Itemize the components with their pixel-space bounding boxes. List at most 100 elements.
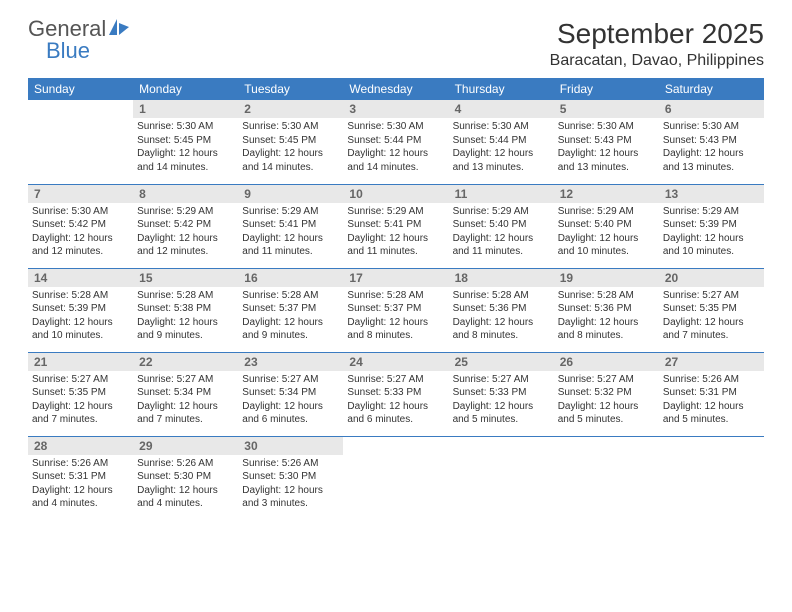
day-number: 1 (133, 100, 238, 118)
brand-logo: General Blue (28, 18, 130, 62)
daylight-text: Daylight: 12 hours and 7 minutes. (663, 316, 760, 343)
daylight-text: Daylight: 12 hours and 6 minutes. (242, 400, 339, 427)
day-header: Tuesday (238, 78, 343, 100)
day-number: 18 (449, 269, 554, 287)
day-details: Sunrise: 5:27 AMSunset: 5:34 PMDaylight:… (238, 371, 343, 431)
day-details: Sunrise: 5:29 AMSunset: 5:39 PMDaylight:… (659, 203, 764, 263)
day-number: 30 (238, 437, 343, 455)
brand-word2: Blue (46, 40, 130, 62)
sunset-text: Sunset: 5:33 PM (453, 386, 550, 400)
day-header: Wednesday (343, 78, 448, 100)
daylight-text: Daylight: 12 hours and 14 minutes. (242, 147, 339, 174)
day-number: 26 (554, 353, 659, 371)
empty-cell (554, 436, 659, 520)
sunrise-text: Sunrise: 5:28 AM (558, 289, 655, 303)
daylight-text: Daylight: 12 hours and 4 minutes. (137, 484, 234, 511)
day-cell: 14Sunrise: 5:28 AMSunset: 5:39 PMDayligh… (28, 268, 133, 352)
day-details: Sunrise: 5:30 AMSunset: 5:42 PMDaylight:… (28, 203, 133, 263)
sunset-text: Sunset: 5:33 PM (347, 386, 444, 400)
day-number: 22 (133, 353, 238, 371)
sunset-text: Sunset: 5:36 PM (453, 302, 550, 316)
day-number: 14 (28, 269, 133, 287)
sunrise-text: Sunrise: 5:27 AM (32, 373, 129, 387)
sunset-text: Sunset: 5:34 PM (242, 386, 339, 400)
sunset-text: Sunset: 5:40 PM (558, 218, 655, 232)
sunrise-text: Sunrise: 5:30 AM (137, 120, 234, 134)
sunrise-text: Sunrise: 5:26 AM (137, 457, 234, 471)
sunrise-text: Sunrise: 5:28 AM (242, 289, 339, 303)
day-number: 17 (343, 269, 448, 287)
day-details: Sunrise: 5:27 AMSunset: 5:34 PMDaylight:… (133, 371, 238, 431)
day-details: Sunrise: 5:27 AMSunset: 5:33 PMDaylight:… (449, 371, 554, 431)
sunrise-text: Sunrise: 5:29 AM (663, 205, 760, 219)
sunset-text: Sunset: 5:44 PM (347, 134, 444, 148)
day-number: 4 (449, 100, 554, 118)
sunrise-text: Sunrise: 5:28 AM (453, 289, 550, 303)
day-number: 15 (133, 269, 238, 287)
day-cell: 19Sunrise: 5:28 AMSunset: 5:36 PMDayligh… (554, 268, 659, 352)
day-details: Sunrise: 5:30 AMSunset: 5:45 PMDaylight:… (238, 118, 343, 178)
day-cell: 28Sunrise: 5:26 AMSunset: 5:31 PMDayligh… (28, 436, 133, 520)
daylight-text: Daylight: 12 hours and 9 minutes. (242, 316, 339, 343)
daylight-text: Daylight: 12 hours and 13 minutes. (663, 147, 760, 174)
day-number: 20 (659, 269, 764, 287)
sunrise-text: Sunrise: 5:30 AM (242, 120, 339, 134)
day-header-row: SundayMondayTuesdayWednesdayThursdayFrid… (28, 78, 764, 100)
sunset-text: Sunset: 5:43 PM (663, 134, 760, 148)
calendar-week: 14Sunrise: 5:28 AMSunset: 5:39 PMDayligh… (28, 268, 764, 352)
sunrise-text: Sunrise: 5:29 AM (137, 205, 234, 219)
day-details: Sunrise: 5:30 AMSunset: 5:44 PMDaylight:… (449, 118, 554, 178)
sunrise-text: Sunrise: 5:30 AM (347, 120, 444, 134)
sunset-text: Sunset: 5:36 PM (558, 302, 655, 316)
day-cell: 11Sunrise: 5:29 AMSunset: 5:40 PMDayligh… (449, 184, 554, 268)
day-details: Sunrise: 5:28 AMSunset: 5:37 PMDaylight:… (343, 287, 448, 347)
empty-cell (343, 436, 448, 520)
sunset-text: Sunset: 5:30 PM (137, 470, 234, 484)
sunset-text: Sunset: 5:41 PM (242, 218, 339, 232)
day-details: Sunrise: 5:28 AMSunset: 5:36 PMDaylight:… (554, 287, 659, 347)
title-block: September 2025 Baracatan, Davao, Philipp… (550, 18, 764, 70)
sunset-text: Sunset: 5:37 PM (347, 302, 444, 316)
daylight-text: Daylight: 12 hours and 5 minutes. (663, 400, 760, 427)
header: General Blue September 2025 Baracatan, D… (28, 18, 764, 70)
sunset-text: Sunset: 5:42 PM (137, 218, 234, 232)
sail-icon (108, 18, 130, 40)
day-cell: 8Sunrise: 5:29 AMSunset: 5:42 PMDaylight… (133, 184, 238, 268)
day-details: Sunrise: 5:30 AMSunset: 5:43 PMDaylight:… (554, 118, 659, 178)
day-cell: 1Sunrise: 5:30 AMSunset: 5:45 PMDaylight… (133, 100, 238, 184)
day-number: 10 (343, 185, 448, 203)
day-cell: 2Sunrise: 5:30 AMSunset: 5:45 PMDaylight… (238, 100, 343, 184)
sunrise-text: Sunrise: 5:28 AM (137, 289, 234, 303)
day-number: 24 (343, 353, 448, 371)
day-details: Sunrise: 5:28 AMSunset: 5:39 PMDaylight:… (28, 287, 133, 347)
daylight-text: Daylight: 12 hours and 13 minutes. (558, 147, 655, 174)
sunset-text: Sunset: 5:40 PM (453, 218, 550, 232)
daylight-text: Daylight: 12 hours and 11 minutes. (347, 232, 444, 259)
day-number: 2 (238, 100, 343, 118)
day-details: Sunrise: 5:28 AMSunset: 5:38 PMDaylight:… (133, 287, 238, 347)
day-number: 23 (238, 353, 343, 371)
sunrise-text: Sunrise: 5:29 AM (453, 205, 550, 219)
daylight-text: Daylight: 12 hours and 5 minutes. (558, 400, 655, 427)
day-number: 28 (28, 437, 133, 455)
sunset-text: Sunset: 5:42 PM (32, 218, 129, 232)
day-details: Sunrise: 5:26 AMSunset: 5:31 PMDaylight:… (659, 371, 764, 431)
daylight-text: Daylight: 12 hours and 3 minutes. (242, 484, 339, 511)
brand-word1: General (28, 18, 106, 40)
day-details: Sunrise: 5:30 AMSunset: 5:44 PMDaylight:… (343, 118, 448, 178)
day-cell: 15Sunrise: 5:28 AMSunset: 5:38 PMDayligh… (133, 268, 238, 352)
day-number: 11 (449, 185, 554, 203)
day-details: Sunrise: 5:29 AMSunset: 5:41 PMDaylight:… (343, 203, 448, 263)
location: Baracatan, Davao, Philippines (550, 52, 764, 70)
day-cell: 21Sunrise: 5:27 AMSunset: 5:35 PMDayligh… (28, 352, 133, 436)
sunset-text: Sunset: 5:34 PM (137, 386, 234, 400)
day-cell: 30Sunrise: 5:26 AMSunset: 5:30 PMDayligh… (238, 436, 343, 520)
day-details: Sunrise: 5:29 AMSunset: 5:42 PMDaylight:… (133, 203, 238, 263)
day-number: 12 (554, 185, 659, 203)
daylight-text: Daylight: 12 hours and 6 minutes. (347, 400, 444, 427)
day-number: 29 (133, 437, 238, 455)
day-number: 5 (554, 100, 659, 118)
daylight-text: Daylight: 12 hours and 10 minutes. (32, 316, 129, 343)
sunset-text: Sunset: 5:39 PM (32, 302, 129, 316)
day-details: Sunrise: 5:29 AMSunset: 5:40 PMDaylight:… (554, 203, 659, 263)
